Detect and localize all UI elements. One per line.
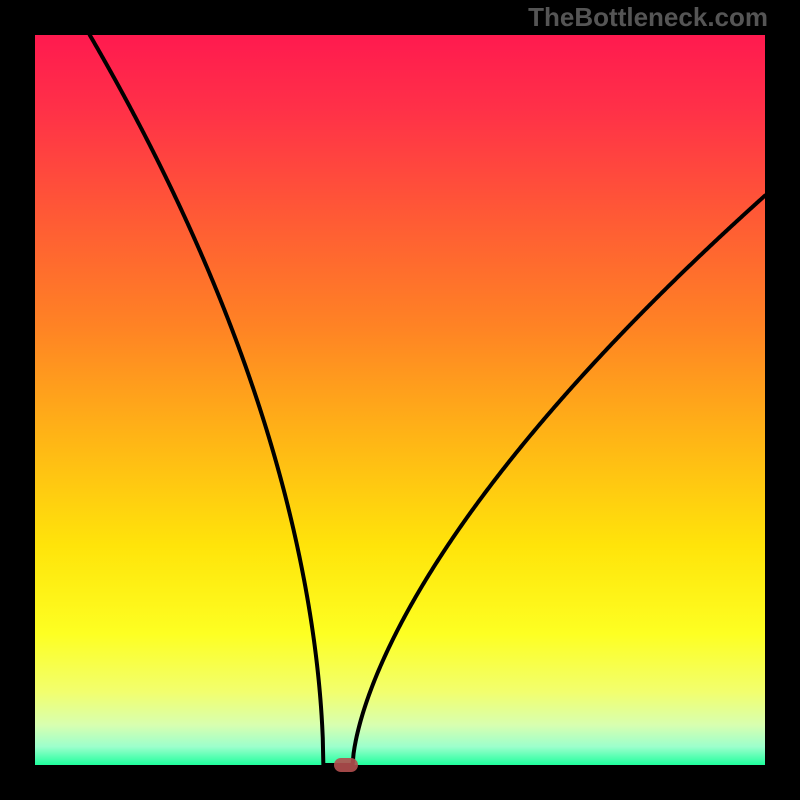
plot-background — [35, 35, 765, 765]
chart-stage: TheBottleneck.com — [0, 0, 800, 800]
optimal-marker — [334, 758, 358, 772]
bottleneck-chart — [0, 0, 800, 800]
